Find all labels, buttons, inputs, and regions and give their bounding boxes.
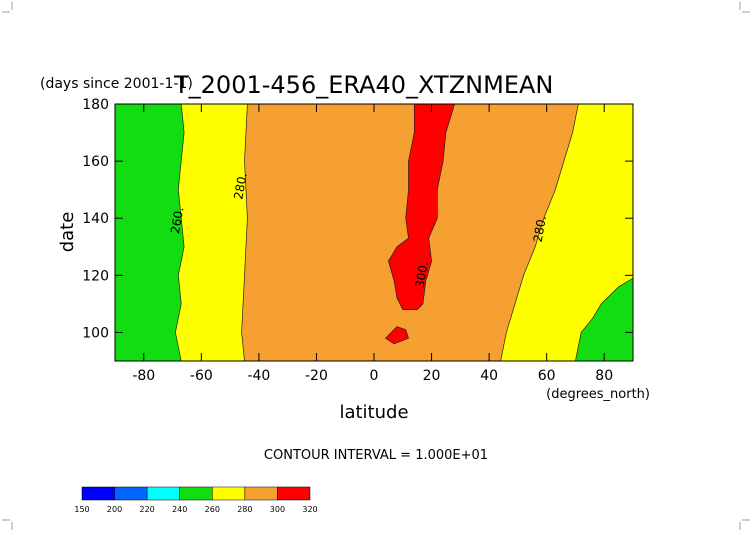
contour-label: 300. — [413, 260, 431, 289]
contour-label: 280. — [531, 215, 549, 244]
y-tick-label: 140 — [82, 211, 109, 227]
footnote: CONTOUR INTERVAL = 1.000E+01 — [264, 448, 488, 463]
plot-area: 260. 280. 300. 280. — [114, 103, 634, 362]
colorbar-box — [146, 486, 180, 501]
colorbar-label: 220 — [140, 505, 155, 514]
y-axis-label: date — [57, 212, 78, 253]
colorbar-box — [114, 486, 148, 501]
colorbar-label: 280 — [237, 505, 252, 514]
colorbar-box — [179, 486, 213, 501]
x-tick-label: 0 — [370, 368, 379, 384]
x-tick-label: -60 — [190, 368, 213, 384]
contour-label: 280. — [231, 172, 249, 201]
y-tick-label: 160 — [82, 154, 109, 170]
x-axis-label: latitude — [339, 402, 408, 423]
y-tick-label: 120 — [82, 268, 109, 284]
x-tick-label: -20 — [305, 368, 328, 384]
y-tick-label: 100 — [82, 325, 109, 341]
x-tick-label: 40 — [480, 368, 498, 384]
x-tick-label: 20 — [423, 368, 441, 384]
x-tick-label: 80 — [595, 368, 613, 384]
colorbar-label: 150 — [74, 505, 89, 514]
colorbar-label: 300 — [270, 505, 285, 514]
y-tick-label: 180 — [82, 97, 109, 113]
colorbar-box — [81, 486, 115, 501]
colorbar-box — [277, 486, 311, 501]
x-units: (degrees_north) — [546, 387, 650, 402]
colorbar-label: 320 — [302, 505, 317, 514]
contour-region — [384, 326, 409, 345]
x-tick-label: 60 — [538, 368, 556, 384]
colorbar-label: 260 — [205, 505, 220, 514]
x-tick-label: -40 — [247, 368, 270, 384]
colorbar-label: 200 — [107, 505, 122, 514]
chart-title: T_2001-456_ERA40_XTZNMEAN — [173, 71, 553, 99]
crop-marks — [2, 2, 750, 530]
contour-label: 260. — [168, 206, 186, 235]
x-tick-label: -80 — [132, 368, 155, 384]
colorbar-label: 240 — [172, 505, 187, 514]
subtitle: (days since 2001-1-1) — [40, 76, 193, 92]
contour-region — [574, 277, 634, 362]
colorbar-box — [244, 486, 278, 501]
colorbar-box — [212, 486, 246, 501]
